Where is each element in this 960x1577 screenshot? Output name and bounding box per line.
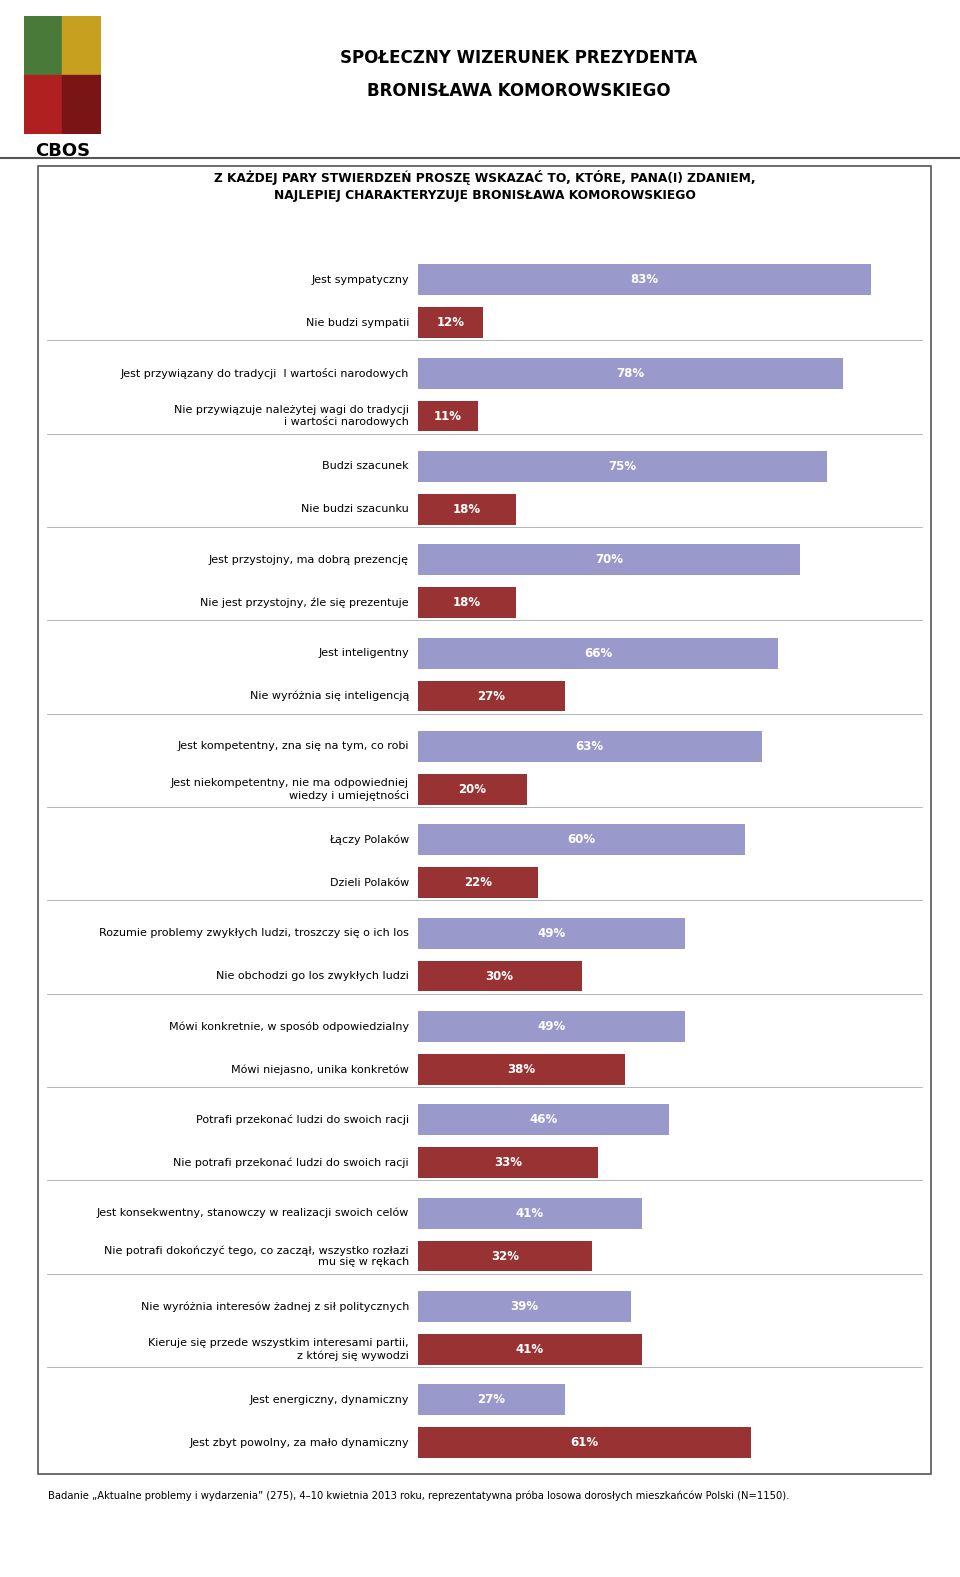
Bar — [418, 1053, 625, 1085]
Text: 39%: 39% — [510, 1299, 539, 1314]
Text: 61%: 61% — [570, 1437, 598, 1449]
Text: 75%: 75% — [609, 460, 636, 473]
Text: Budzi szacunek: Budzi szacunek — [323, 462, 409, 472]
Text: Jest konsekwentny, stanowczy w realizacji swoich celów: Jest konsekwentny, stanowczy w realizacj… — [97, 1208, 409, 1219]
Text: 12%: 12% — [437, 317, 465, 330]
Text: 30%: 30% — [486, 970, 514, 982]
Text: 46%: 46% — [529, 1113, 558, 1126]
Text: 41%: 41% — [516, 1206, 543, 1219]
Text: Nie wyróżnia interesów żadnej z sił politycznych: Nie wyróżnia interesów żadnej z sił poli… — [140, 1301, 409, 1312]
Bar — [418, 1148, 598, 1178]
Bar — [418, 494, 516, 525]
Text: Mówi konkretnie, w sposób odpowiedzialny: Mówi konkretnie, w sposób odpowiedzialny — [169, 1022, 409, 1031]
Bar — [418, 587, 516, 618]
Text: 66%: 66% — [584, 647, 612, 659]
Text: Łączy Polaków: Łączy Polaków — [328, 834, 409, 845]
Text: Nie potrafi przekonać ludzi do swoich racji: Nie potrafi przekonać ludzi do swoich ra… — [174, 1158, 409, 1169]
Text: Nie obchodzi go los zwykłych ludzi: Nie obchodzi go los zwykłych ludzi — [216, 971, 409, 981]
Bar — [418, 1427, 751, 1459]
Text: Nie budzi sympatii: Nie budzi sympatii — [305, 317, 409, 328]
Bar — [62, 74, 101, 134]
Bar — [24, 16, 62, 74]
Text: Nie przywiązuje należytej wagi do tradycji
i wartości narodowych: Nie przywiązuje należytej wagi do tradyc… — [174, 405, 409, 427]
Text: Jest niekompetentny, nie ma odpowiedniej
wiedzy i umiejętności: Jest niekompetentny, nie ma odpowiedniej… — [171, 777, 409, 801]
Text: BRONISŁAWA KOMOROWSKIEGO: BRONISŁAWA KOMOROWSKIEGO — [367, 82, 670, 101]
Text: Nie wyróżnia się inteligencją: Nie wyróżnia się inteligencją — [250, 691, 409, 702]
Bar — [418, 774, 527, 804]
Bar — [418, 867, 538, 899]
Bar — [418, 451, 827, 483]
Text: Jest energiczny, dynamiczny: Jest energiczny, dynamiczny — [250, 1394, 409, 1405]
Bar — [418, 358, 844, 388]
Text: Jest przywiązany do tradycji  I wartości narodowych: Jest przywiązany do tradycji I wartości … — [121, 367, 409, 378]
Text: Jest inteligentny: Jest inteligentny — [318, 648, 409, 658]
Text: NAJLEPIEJ CHARAKTERYZUJE BRONISŁAWA KOMOROWSKIEGO: NAJLEPIEJ CHARAKTERYZUJE BRONISŁAWA KOMO… — [274, 189, 696, 202]
Bar — [418, 918, 685, 948]
Text: Z KAŻDEJ PARY STWIERDZEŃ PROSZĘ WSKAZAĆ TO, KTÓRE, PANA(I) ZDANIEM,: Z KAŻDEJ PARY STWIERDZEŃ PROSZĘ WSKAZAĆ … — [214, 169, 756, 185]
Text: 27%: 27% — [477, 1394, 506, 1407]
Bar — [418, 1292, 631, 1322]
Text: Jest kompetentny, zna się na tym, co robi: Jest kompetentny, zna się na tym, co rob… — [178, 741, 409, 752]
Text: 11%: 11% — [434, 410, 462, 423]
Text: 32%: 32% — [492, 1249, 519, 1263]
Text: Badanie „Aktualne problemy i wydarzenia” (275), 4–10 kwietnia 2013 roku, repreze: Badanie „Aktualne problemy i wydarzenia”… — [48, 1490, 789, 1501]
Bar — [418, 265, 871, 295]
Bar — [418, 1011, 685, 1042]
Text: 18%: 18% — [453, 596, 481, 609]
Text: Jest przystojny, ma dobrą prezencję: Jest przystojny, ma dobrą prezencję — [209, 555, 409, 565]
Bar — [418, 960, 582, 992]
Text: 38%: 38% — [508, 1063, 536, 1076]
Bar — [418, 1385, 565, 1415]
Text: CBOS: CBOS — [35, 142, 90, 159]
Bar — [418, 1334, 641, 1364]
Text: 70%: 70% — [595, 554, 623, 566]
Bar — [418, 825, 745, 855]
Text: Rozumie problemy zwykłych ludzi, troszczy się o ich los: Rozumie problemy zwykłych ludzi, troszcz… — [99, 929, 409, 938]
Text: 20%: 20% — [459, 782, 487, 796]
Text: 49%: 49% — [538, 927, 565, 940]
Text: 60%: 60% — [567, 833, 595, 847]
Text: Nie potrafi dokończyć tego, co zaczął, wszystko rozłazi
mu się w rękach: Nie potrafi dokończyć tego, co zaczął, w… — [105, 1244, 409, 1268]
Bar — [418, 308, 483, 337]
Text: 33%: 33% — [493, 1156, 522, 1169]
Text: 18%: 18% — [453, 503, 481, 516]
Text: 41%: 41% — [516, 1344, 543, 1356]
Text: Potrafi przekonać ludzi do swoich racji: Potrafi przekonać ludzi do swoich racji — [196, 1115, 409, 1124]
Bar — [418, 1241, 592, 1271]
Bar — [418, 544, 800, 576]
Text: 83%: 83% — [630, 273, 659, 287]
Text: 63%: 63% — [576, 740, 604, 752]
Text: 78%: 78% — [616, 366, 645, 380]
Bar — [418, 681, 565, 711]
Text: Dzieli Polaków: Dzieli Polaków — [329, 878, 409, 888]
Bar — [24, 74, 62, 134]
Bar — [418, 1104, 669, 1135]
Text: SPOŁECZNY WIZERUNEK PREZYDENTA: SPOŁECZNY WIZERUNEK PREZYDENTA — [340, 49, 697, 68]
Bar — [418, 732, 761, 762]
Bar — [62, 16, 101, 74]
Text: Jest sympatyczny: Jest sympatyczny — [311, 274, 409, 285]
Text: Nie budzi szacunku: Nie budzi szacunku — [301, 505, 409, 514]
Text: Nie jest przystojny, źle się prezentuje: Nie jest przystojny, źle się prezentuje — [201, 598, 409, 609]
Text: Mówi niejasno, unika konkretów: Mówi niejasno, unika konkretów — [231, 1064, 409, 1074]
Bar — [418, 401, 478, 432]
Text: 27%: 27% — [477, 689, 506, 703]
Text: Kieruje się przede wszystkim interesami partii,
z której się wywodzi: Kieruje się przede wszystkim interesami … — [148, 1339, 409, 1361]
Text: 22%: 22% — [464, 877, 492, 889]
Bar — [418, 637, 778, 669]
Text: 49%: 49% — [538, 1020, 565, 1033]
Bar — [418, 1199, 641, 1228]
Text: Jest zbyt powolny, za mało dynamiczny: Jest zbyt powolny, za mało dynamiczny — [189, 1438, 409, 1448]
